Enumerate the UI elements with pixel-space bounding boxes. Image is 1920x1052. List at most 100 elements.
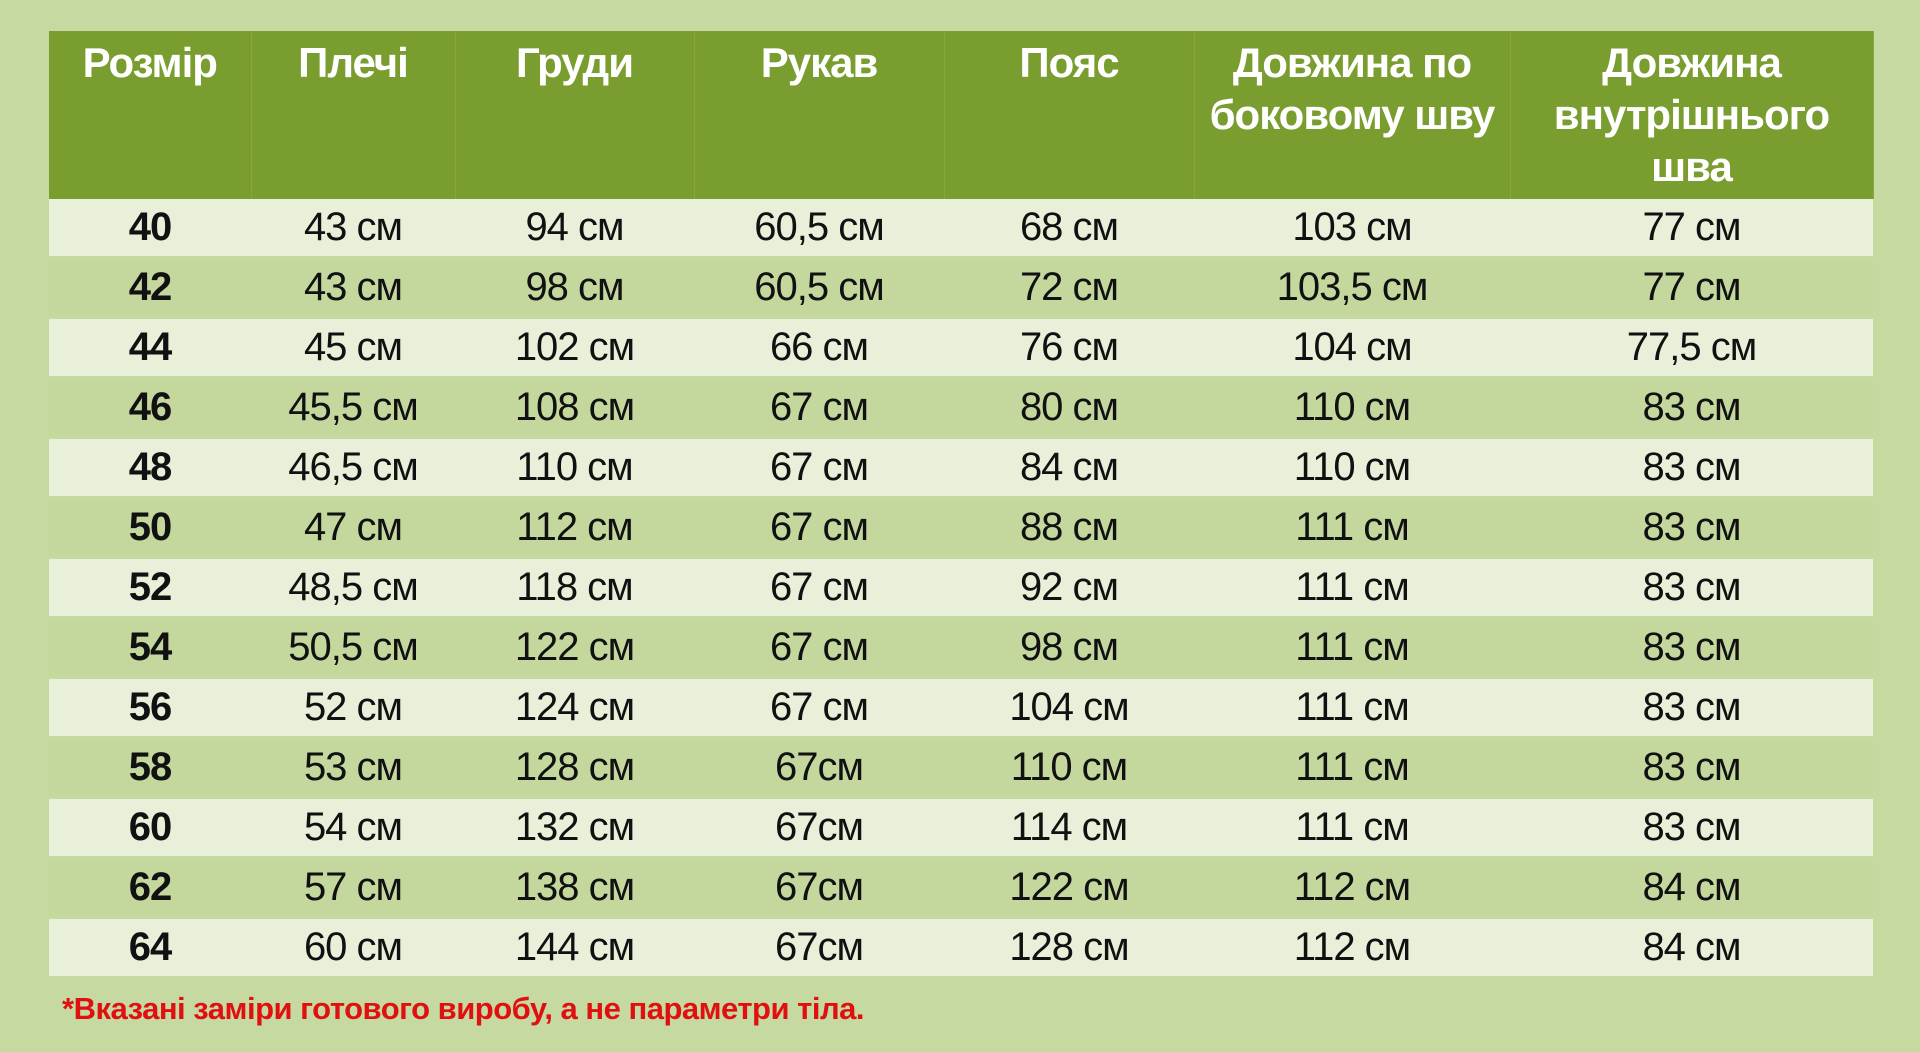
measurement-cell: 83 см: [1510, 797, 1873, 859]
column-header: Довжина внутрішнього шва: [1510, 31, 1874, 199]
measurement-cell: 67см: [694, 917, 944, 979]
measurement-cell: 48,5 см: [251, 557, 455, 619]
measurement-cell: 122 см: [944, 857, 1194, 919]
measurement-cell: 67см: [694, 737, 944, 799]
measurement-cell: 66 см: [694, 317, 944, 379]
table-row: 52 48,5 см 118 см 67 см 92 см 111 см 83 см: [49, 557, 1873, 619]
column-header: Пояс: [944, 31, 1195, 199]
measurement-cell: 60,5 см: [694, 199, 944, 259]
header-row: Розмір Плечі Груди Рукав Пояс Довжина по боко…: [49, 31, 1874, 199]
table-row: 56 52 см 124 см 67 см 104 см 111 см 83 см: [49, 677, 1873, 739]
measurement-cell: 50,5 см: [251, 617, 455, 679]
measurement-cell: 111 см: [1194, 497, 1510, 559]
column-header: Довжина по боковому шву: [1194, 31, 1511, 199]
measurement-cell: 112 см: [455, 497, 694, 559]
measurement-cell: 144 см: [455, 917, 694, 979]
measurement-cell: 60,5 см: [694, 257, 944, 319]
measurement-cell: 112 см: [1194, 857, 1510, 919]
measurement-cell: 110 см: [1194, 437, 1510, 499]
size-cell: 52: [49, 557, 251, 619]
measurement-cell: 83 см: [1510, 497, 1873, 559]
column-header: Груди: [455, 31, 695, 199]
measurement-cell: 46,5 см: [251, 437, 455, 499]
measurement-cell: 104 см: [1194, 317, 1510, 379]
measurement-cell: 111 см: [1194, 617, 1510, 679]
measurement-cell: 68 см: [944, 199, 1194, 259]
size-cell: 40: [49, 199, 251, 259]
measurement-cell: 67см: [694, 857, 944, 919]
measurement-cell: 67 см: [694, 377, 944, 439]
measurement-cell: 76 см: [944, 317, 1194, 379]
measurement-cell: 111 см: [1194, 677, 1510, 739]
table-row: 64 60 см 144 см 67см 128 см 112 см 84 см: [49, 917, 1873, 979]
table-row: 40 43 см 94 см 60,5 см 68 см 103 см 77 см: [49, 199, 1873, 259]
size-chart-table: Розмір Плечі Груди Рукав Пояс Довжина по боко…: [49, 31, 1874, 979]
measurement-cell: 104 см: [944, 677, 1194, 739]
measurement-cell: 47 см: [251, 497, 455, 559]
size-cell: 44: [49, 317, 251, 379]
measurement-note: *Вказані заміри готового виробу, а не па…: [62, 991, 865, 1026]
measurement-cell: 128 см: [455, 737, 694, 799]
measurement-cell: 138 см: [455, 857, 694, 919]
size-cell: 62: [49, 857, 251, 919]
table-row: 48 46,5 см 110 см 67 см 84 см 110 см 83 см: [49, 437, 1873, 499]
measurement-cell: 102 см: [455, 317, 694, 379]
size-cell: 58: [49, 737, 251, 799]
measurement-cell: 57 см: [251, 857, 455, 919]
measurement-cell: 84 см: [1510, 857, 1873, 919]
measurement-cell: 111 см: [1194, 557, 1510, 619]
table-row: 42 43 см 98 см 60,5 см 72 см 103,5 см 77 см: [49, 257, 1873, 319]
measurement-cell: 111 см: [1194, 797, 1510, 859]
measurement-cell: 103 см: [1194, 199, 1510, 259]
measurement-cell: 92 см: [944, 557, 1194, 619]
size-cell: 64: [49, 917, 251, 979]
measurement-cell: 98 см: [455, 257, 694, 319]
measurement-cell: 132 см: [455, 797, 694, 859]
measurement-cell: 67 см: [694, 497, 944, 559]
size-cell: 60: [49, 797, 251, 859]
measurement-cell: 110 см: [1194, 377, 1510, 439]
measurement-cell: 77 см: [1510, 257, 1873, 319]
measurement-cell: 54 см: [251, 797, 455, 859]
measurement-cell: 112 см: [1194, 917, 1510, 979]
measurement-cell: 83 см: [1510, 737, 1873, 799]
measurement-cell: 83 см: [1510, 557, 1873, 619]
measurement-cell: 53 см: [251, 737, 455, 799]
measurement-cell: 43 см: [251, 257, 455, 319]
measurement-cell: 83 см: [1510, 617, 1873, 679]
size-cell: 50: [49, 497, 251, 559]
measurement-cell: 98 см: [944, 617, 1194, 679]
measurement-cell: 67 см: [694, 617, 944, 679]
measurement-cell: 110 см: [944, 737, 1194, 799]
table-row: 44 45 см 102 см 66 см 76 см 104 см 77,5 см: [49, 317, 1873, 379]
table-row: 50 47 см 112 см 67 см 88 см 111 см 83 см: [49, 497, 1873, 559]
measurement-cell: 83 см: [1510, 437, 1873, 499]
column-header: Рукав: [694, 31, 945, 199]
measurement-cell: 84 см: [944, 437, 1194, 499]
measurement-cell: 84 см: [1510, 917, 1873, 979]
measurement-cell: 80 см: [944, 377, 1194, 439]
measurement-cell: 128 см: [944, 917, 1194, 979]
measurement-cell: 77,5 см: [1510, 317, 1873, 379]
measurement-cell: 67см: [694, 797, 944, 859]
measurement-cell: 67 см: [694, 437, 944, 499]
column-header: Плечі: [251, 31, 456, 199]
measurement-cell: 124 см: [455, 677, 694, 739]
size-cell: 48: [49, 437, 251, 499]
table-body: 40 43 см 94 см 60,5 см 68 см 103 см 77 см 42 43 …: [49, 199, 1873, 979]
measurement-cell: 77 см: [1510, 199, 1873, 259]
measurement-cell: 108 см: [455, 377, 694, 439]
measurement-cell: 52 см: [251, 677, 455, 739]
table-row: 62 57 см 138 см 67см 122 см 112 см 84 см: [49, 857, 1873, 919]
table-row: 54 50,5 см 122 см 67 см 98 см 111 см 83 см: [49, 617, 1873, 679]
measurement-cell: 110 см: [455, 437, 694, 499]
measurement-cell: 67 см: [694, 677, 944, 739]
measurement-cell: 94 см: [455, 199, 694, 259]
size-cell: 42: [49, 257, 251, 319]
size-cell: 54: [49, 617, 251, 679]
size-cell: 56: [49, 677, 251, 739]
measurement-cell: 83 см: [1510, 377, 1873, 439]
measurement-cell: 83 см: [1510, 677, 1873, 739]
measurement-cell: 43 см: [251, 199, 455, 259]
measurement-cell: 72 см: [944, 257, 1194, 319]
